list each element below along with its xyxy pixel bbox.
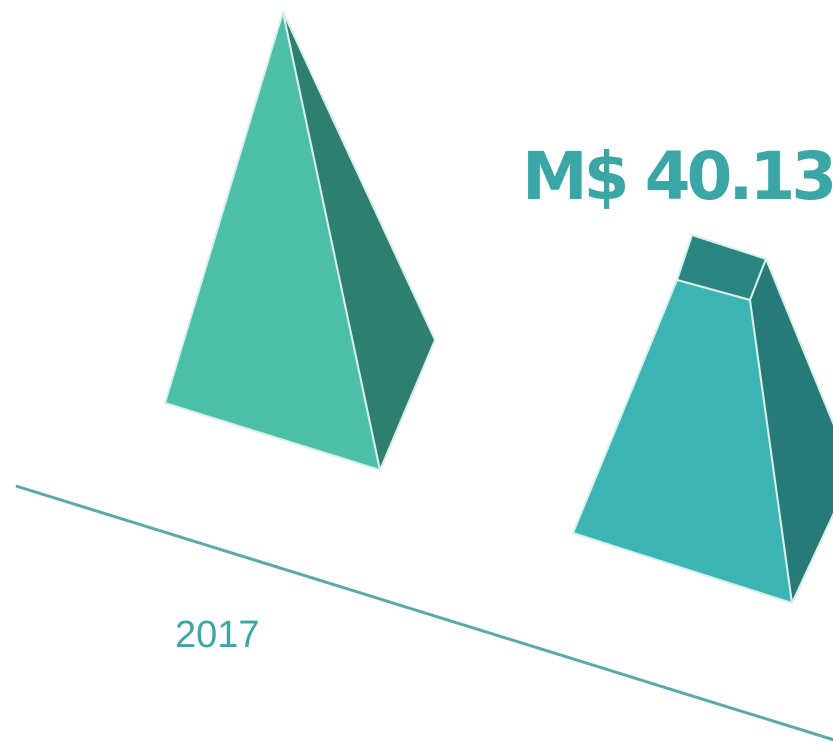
year-label: 2017 xyxy=(175,614,260,656)
frustum xyxy=(572,234,833,604)
year-label: 2016 xyxy=(585,748,670,754)
frustum-side xyxy=(749,258,833,604)
timeline xyxy=(15,484,833,742)
pyramid xyxy=(164,11,436,471)
pyramid-side xyxy=(282,11,436,471)
amount-label: M$ 40.131.7 xyxy=(522,138,833,215)
